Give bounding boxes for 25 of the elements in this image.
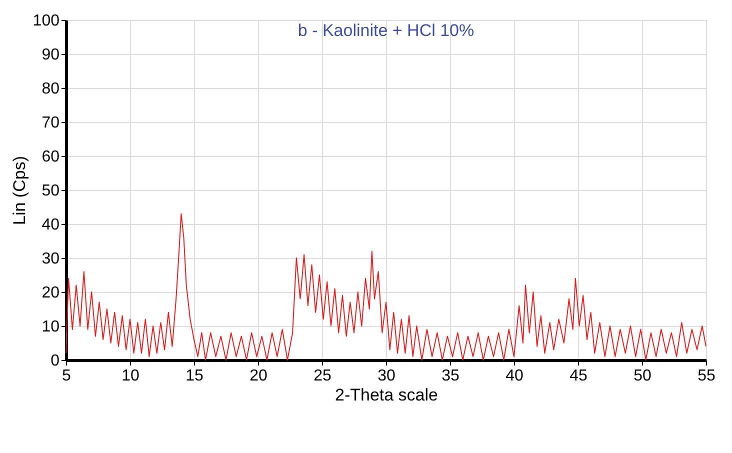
x-tick-label: 50 xyxy=(634,368,652,384)
x-axis-title: 2-Theta scale xyxy=(335,386,438,404)
y-tick-label: 50 xyxy=(42,182,60,200)
y-axis-title: Lin (Cps) xyxy=(10,156,29,225)
y-tick-label: 30 xyxy=(42,250,60,268)
x-tick-label: 25 xyxy=(314,368,332,384)
x-tick-label: 45 xyxy=(570,368,588,384)
y-tick-label: 10 xyxy=(42,318,60,336)
x-tick-label: 10 xyxy=(122,368,140,384)
y-tick-label: 100 xyxy=(32,12,60,30)
x-tick-label: 15 xyxy=(186,368,204,384)
chart-title: b - Kaolinite + HCl 10% xyxy=(298,21,474,40)
x-tick-label: 40 xyxy=(506,368,524,384)
y-tick-label: 60 xyxy=(42,148,60,166)
x-tick-label: 55 xyxy=(698,368,716,384)
x-tick-label: 35 xyxy=(442,368,460,384)
x-tick-label: 5 xyxy=(62,368,72,384)
x-tick-label: 20 xyxy=(250,368,268,384)
y-tick-label: 20 xyxy=(42,284,60,302)
y-tick-label: 90 xyxy=(42,46,60,64)
y-tick-label: 0 xyxy=(50,352,60,370)
x-tick-label: 30 xyxy=(378,368,396,384)
y-tick-label: 70 xyxy=(42,114,60,132)
y-tick-label: 80 xyxy=(42,80,60,98)
y-tick-label: 40 xyxy=(42,216,60,234)
